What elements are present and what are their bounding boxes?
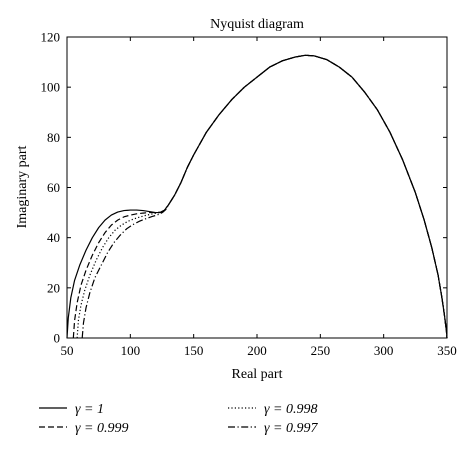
x-tick-label: 200	[247, 343, 267, 358]
y-axis-label: Imaginary part	[15, 145, 30, 228]
y-tick-label: 100	[41, 80, 61, 95]
x-tick-label: 250	[311, 343, 331, 358]
chart-title: Nyquist diagram	[210, 17, 304, 32]
x-tick-label: 150	[184, 343, 204, 358]
x-tick-label: 350	[437, 343, 457, 358]
series-line-1	[66, 54, 448, 339]
y-tick-label: 60	[47, 180, 60, 195]
legend-label-4: γ = 0.997	[264, 421, 318, 436]
plot-area-frame	[66, 36, 448, 339]
legend-label-3: γ = 0.998	[264, 402, 317, 417]
legend-label-1: γ = 1	[75, 402, 104, 417]
x-axis-label: Real part	[232, 367, 283, 382]
series-lines	[66, 54, 448, 339]
x-tick-label: 300	[374, 343, 394, 358]
x-tick-label: 50	[61, 343, 74, 358]
series-line-2	[72, 54, 448, 339]
y-tick-label: 120	[41, 30, 61, 45]
x-tick-label: 100	[121, 343, 141, 358]
y-tick-label: 80	[47, 130, 60, 145]
series-line-3	[76, 54, 448, 339]
y-tick-label: 0	[54, 331, 61, 346]
series-line-4	[81, 54, 448, 339]
axis-ticks: 50 100 150 200 250 300 350 0 20 40 60 80 100 120	[41, 30, 457, 359]
legend-label-2: γ = 0.999	[75, 421, 128, 436]
y-tick-label: 20	[47, 280, 60, 295]
legend: γ = 1 γ = 0.999 γ = 0.998 γ = 0.997	[39, 402, 318, 436]
y-tick-label: 40	[47, 230, 60, 245]
